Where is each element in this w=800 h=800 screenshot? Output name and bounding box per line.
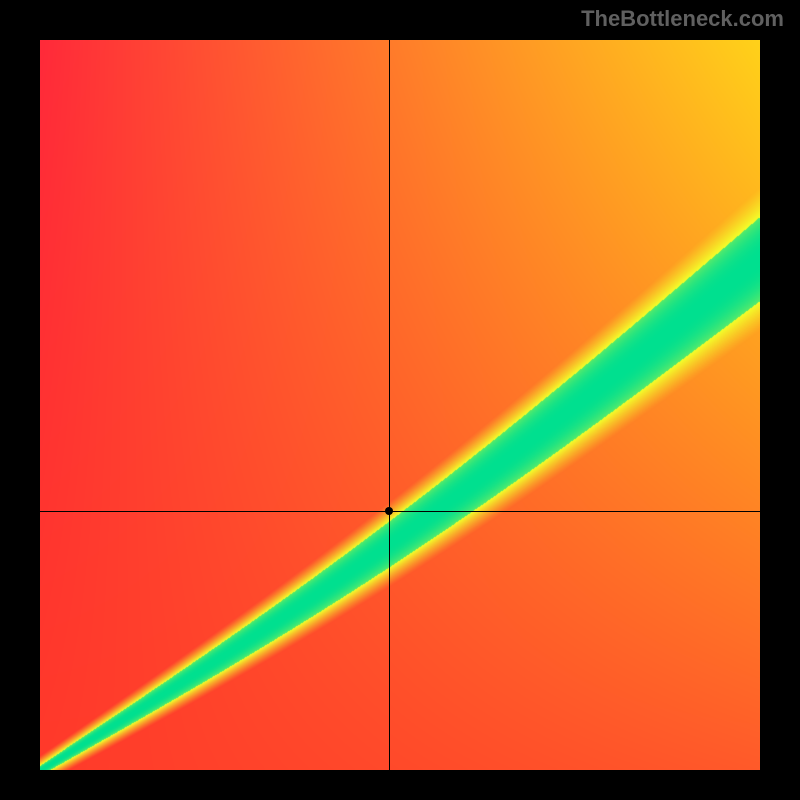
chart-container: TheBottleneck.com bbox=[0, 0, 800, 800]
crosshair-vertical bbox=[389, 40, 390, 770]
crosshair-horizontal bbox=[40, 511, 760, 512]
marker-dot bbox=[385, 507, 393, 515]
heatmap-canvas bbox=[40, 40, 760, 770]
watermark-text: TheBottleneck.com bbox=[581, 6, 784, 32]
plot-area bbox=[40, 40, 760, 770]
